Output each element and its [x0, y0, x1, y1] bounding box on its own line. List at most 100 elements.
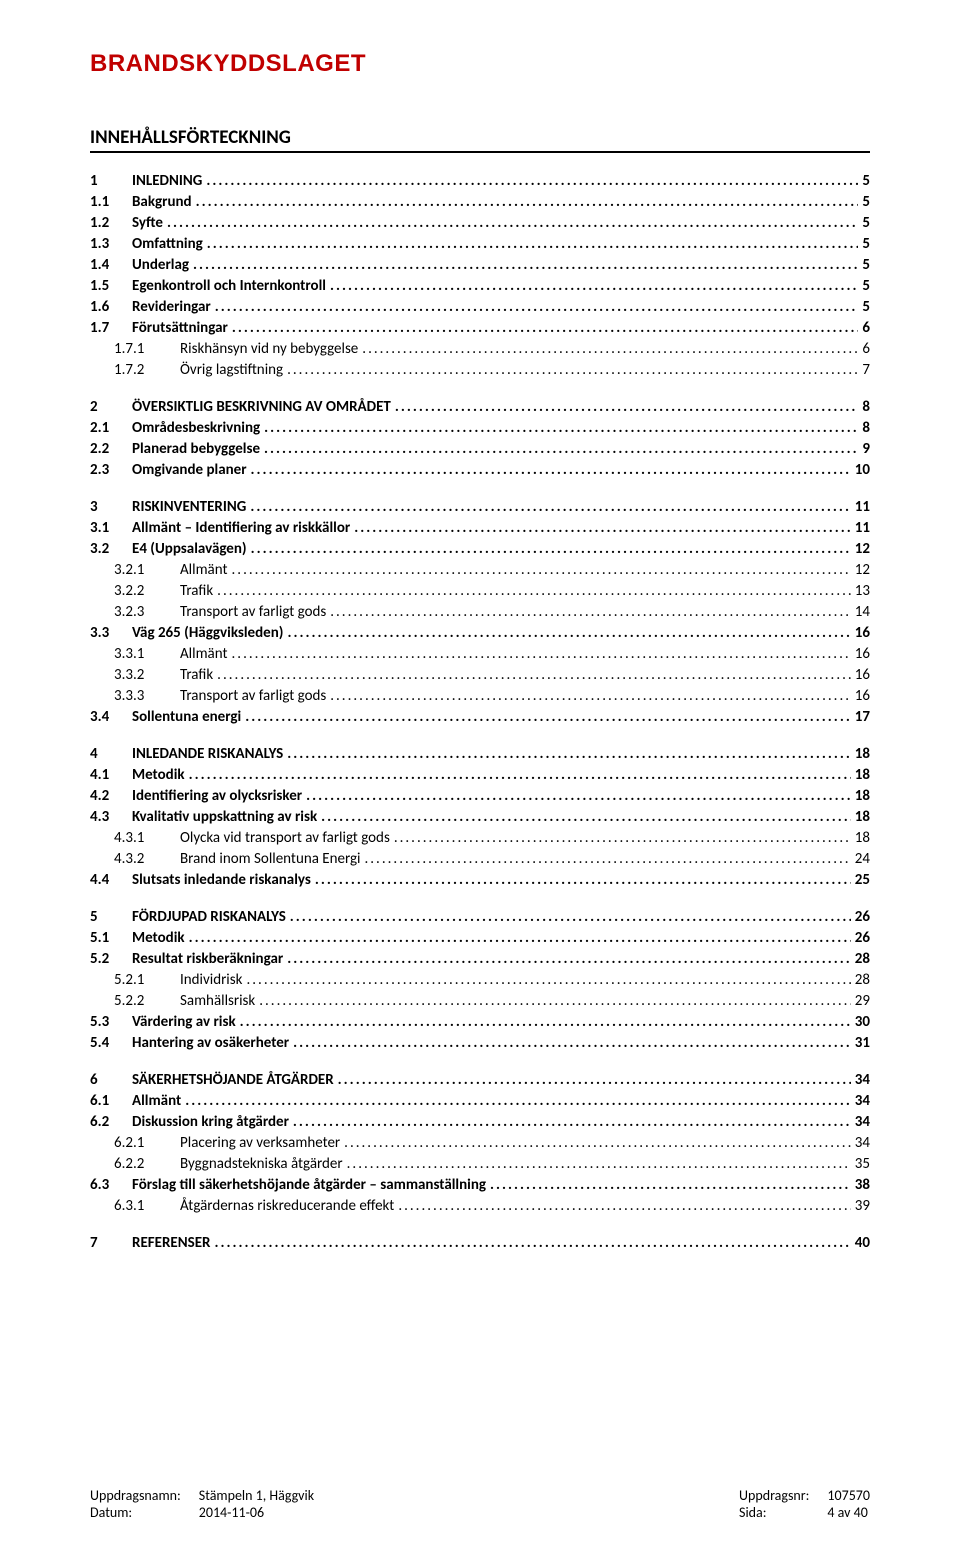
- toc-entry[interactable]: 6.1Allmänt34: [90, 1091, 870, 1112]
- toc-entry-number: 1.7.1: [114, 339, 180, 360]
- toc-entry[interactable]: 1.3Omfattning5: [90, 234, 870, 255]
- toc-entry-number: 5.2: [90, 949, 132, 970]
- toc-entry-page: 30: [855, 1012, 870, 1033]
- toc-entry[interactable]: 5.3Värdering av risk30: [90, 1012, 870, 1033]
- toc-entry[interactable]: 1.6Revideringar5: [90, 297, 870, 318]
- toc-entry-page: 26: [855, 907, 870, 928]
- toc-entry[interactable]: 1.7.2Övrig lagstiftning7: [90, 360, 870, 381]
- toc-leader-dots: [246, 970, 850, 991]
- toc-entry-number: 5.4: [90, 1033, 132, 1054]
- toc-entry[interactable]: 4.2Identifiering av olycksrisker18: [90, 786, 870, 807]
- toc-entry-number: 3: [90, 497, 132, 518]
- toc-leader-dots: [217, 665, 851, 686]
- toc-entry-label: Slutsats inledande riskanalys: [132, 870, 311, 891]
- toc-entry-number: 1.7: [90, 318, 132, 339]
- toc-entry-label: Revideringar: [132, 297, 211, 318]
- toc-leader-dots: [287, 360, 858, 381]
- toc-leader-dots: [189, 928, 851, 949]
- footer-label: Uppdragsnr:: [739, 1487, 809, 1504]
- toc-leader-dots: [398, 1196, 850, 1217]
- toc-entry[interactable]: 3.2.1Allmänt12: [90, 560, 870, 581]
- toc-entry[interactable]: 5.2Resultat riskberäkningar28: [90, 949, 870, 970]
- toc-entry-label: Omfattning: [132, 234, 203, 255]
- toc-entry[interactable]: 2.3Omgivande planer10: [90, 460, 870, 481]
- toc-entry[interactable]: 3.3.2Trafik16: [90, 665, 870, 686]
- toc-entry-number: 1.1: [90, 192, 132, 213]
- toc-entry[interactable]: 1.7Förutsättningar6: [90, 318, 870, 339]
- toc-entry[interactable]: 1.2Syfte5: [90, 213, 870, 234]
- toc-entry[interactable]: 3.2.2Trafik13: [90, 581, 870, 602]
- toc-entry-label: Förutsättningar: [132, 318, 228, 339]
- toc-entry-page: 5: [862, 297, 870, 318]
- toc-leader-dots: [264, 418, 858, 439]
- toc-entry[interactable]: 5.4Hantering av osäkerheter31: [90, 1033, 870, 1054]
- toc-entry[interactable]: 1.4Underlag5: [90, 255, 870, 276]
- toc-entry-number: 6.2: [90, 1112, 132, 1133]
- toc-entry[interactable]: 6.2Diskussion kring åtgärder34: [90, 1112, 870, 1133]
- toc-entry-page: 16: [855, 665, 870, 686]
- toc-entry[interactable]: 3.1Allmänt – Identifiering av riskkällor…: [90, 518, 870, 539]
- toc-entry[interactable]: 6.3.1Åtgärdernas riskreducerande effekt3…: [90, 1196, 870, 1217]
- toc-entry[interactable]: 7REFERENSER40: [90, 1233, 870, 1254]
- toc-entry[interactable]: 2ÖVERSIKTLIG BESKRIVNING AV OMRÅDET8: [90, 397, 870, 418]
- toc-entry-page: 34: [855, 1112, 870, 1133]
- toc-entry-page: 31: [855, 1033, 870, 1054]
- toc-entry[interactable]: 2.1Områdesbeskrivning8: [90, 418, 870, 439]
- toc-entry[interactable]: 1.5Egenkontroll och Internkontroll5: [90, 276, 870, 297]
- toc-leader-dots: [264, 439, 858, 460]
- toc-entry[interactable]: 3.3.3Transport av farligt gods16: [90, 686, 870, 707]
- toc-entry[interactable]: 3.2E4 (Uppsalavägen)12: [90, 539, 870, 560]
- toc-entry[interactable]: 5.1Metodik26: [90, 928, 870, 949]
- toc-entry-number: 3.1: [90, 518, 132, 539]
- toc-entry[interactable]: 4.3.2Brand inom Sollentuna Energi24: [90, 849, 870, 870]
- toc-entry[interactable]: 4.3.1Olycka vid transport av farligt god…: [90, 828, 870, 849]
- toc-entry[interactable]: 3.4Sollentuna energi17: [90, 707, 870, 728]
- toc-entry-label: Syfte: [132, 213, 163, 234]
- toc-entry-page: 9: [862, 439, 870, 460]
- toc-entry[interactable]: 1.1Bakgrund5: [90, 192, 870, 213]
- toc-entry-number: 4.3.2: [114, 849, 180, 870]
- toc-entry[interactable]: 6.2.2Byggnadstekniska åtgärder35: [90, 1154, 870, 1175]
- toc-section-gap: [90, 891, 870, 907]
- toc-entry-number: 7: [90, 1233, 132, 1254]
- toc-entry[interactable]: 6SÄKERHETSHÖJANDE ÅTGÄRDER34: [90, 1070, 870, 1091]
- toc-entry-label: Väg 265 (Häggviksleden): [132, 623, 283, 644]
- toc-entry[interactable]: 3.3.1Allmänt16: [90, 644, 870, 665]
- toc-entry[interactable]: 5.2.1Individrisk28: [90, 970, 870, 991]
- toc-entry[interactable]: 5.2.2Samhällsrisk29: [90, 991, 870, 1012]
- toc-entry[interactable]: 5FÖRDJUPAD RISKANALYS26: [90, 907, 870, 928]
- toc-leader-dots: [214, 1233, 850, 1254]
- toc-entry[interactable]: 4.3Kvalitativ uppskattning av risk18: [90, 807, 870, 828]
- toc-entry-label: Allmänt: [180, 560, 228, 581]
- toc-entry[interactable]: 3RISKINVENTERING11: [90, 497, 870, 518]
- toc-entry[interactable]: 3.3Väg 265 (Häggviksleden)16: [90, 623, 870, 644]
- toc-entry-label: Brand inom Sollentuna Energi: [180, 849, 360, 870]
- toc-entry-number: 3.2: [90, 539, 132, 560]
- toc-entry[interactable]: 4.1Metodik18: [90, 765, 870, 786]
- toc-entry[interactable]: 1INLEDNING5: [90, 171, 870, 192]
- toc-entry[interactable]: 1.7.1Riskhänsyn vid ny bebyggelse6: [90, 339, 870, 360]
- toc-leader-dots: [240, 1012, 851, 1033]
- toc-leader-dots: [251, 539, 851, 560]
- toc-entry[interactable]: 4INLEDANDE RISKANALYS18: [90, 744, 870, 765]
- toc-leader-dots: [250, 497, 850, 518]
- toc-entry-label: Omgivande planer: [132, 460, 247, 481]
- toc-entry-page: 26: [855, 928, 870, 949]
- footer-value: 107570: [827, 1487, 870, 1504]
- toc-entry[interactable]: 6.2.1Placering av verksamheter34: [90, 1133, 870, 1154]
- toc-entry-number: 6.2.2: [114, 1154, 180, 1175]
- document-page: BRANDSKYDDSLAGET INNEHÅLLSFÖRTECKNING 1I…: [0, 0, 960, 1551]
- toc-entry[interactable]: 3.2.3Transport av farligt gods14: [90, 602, 870, 623]
- toc-entry-page: 8: [862, 397, 870, 418]
- toc-entry[interactable]: 6.3Förslag till säkerhetshöjande åtgärde…: [90, 1175, 870, 1196]
- toc-entry-label: Åtgärdernas riskreducerande effekt: [180, 1196, 394, 1217]
- toc-entry-label: REFERENSER: [132, 1233, 210, 1254]
- toc-leader-dots: [364, 849, 850, 870]
- toc-entry-page: 18: [855, 807, 870, 828]
- toc-entry[interactable]: 4.4Slutsats inledande riskanalys25: [90, 870, 870, 891]
- toc-leader-dots: [395, 397, 859, 418]
- toc-entry-number: 2.3: [90, 460, 132, 481]
- toc-entry-number: 2.1: [90, 418, 132, 439]
- toc-entry-number: 5.3: [90, 1012, 132, 1033]
- toc-entry[interactable]: 2.2Planerad bebyggelse9: [90, 439, 870, 460]
